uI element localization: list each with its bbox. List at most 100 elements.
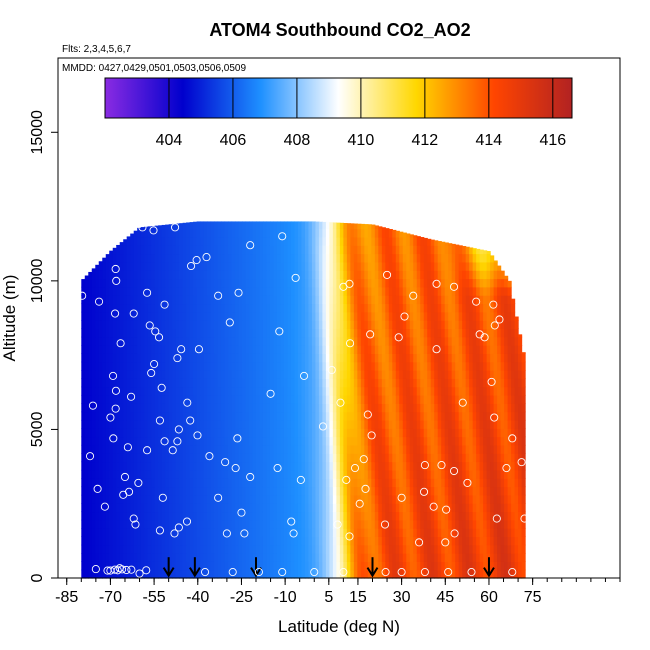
heatmap-cell: [133, 486, 138, 496]
heatmap-cell: [238, 336, 243, 346]
heatmap-cell: [322, 353, 327, 363]
heatmap-cell: [409, 436, 414, 446]
heatmap-cell: [332, 469, 337, 479]
heatmap-cell: [304, 253, 310, 263]
heatmap-cell: [98, 569, 103, 579]
heatmap-cell: [343, 261, 348, 271]
heatmap-cell: [109, 303, 114, 313]
heatmap-cell: [388, 229, 393, 238]
heatmap-cell: [269, 228, 275, 238]
heatmap-cell: [193, 394, 198, 404]
heatmap-cell: [388, 436, 393, 446]
heatmap-cell: [448, 270, 453, 280]
heatmap-cell: [476, 394, 481, 404]
heatmap-cell: [269, 461, 275, 471]
heatmap-cell: [172, 428, 177, 438]
heatmap-cell: [469, 378, 474, 388]
heatmap-cell: [479, 428, 484, 438]
heatmap-cell: [228, 311, 233, 321]
heatmap-cell: [374, 311, 379, 321]
heatmap-cell: [137, 361, 142, 371]
heatmap-cell: [112, 494, 117, 504]
heatmap-cell: [186, 370, 191, 379]
heatmap-cell: [392, 245, 397, 255]
heatmap-cell: [458, 286, 463, 296]
heatmap-cell: [360, 544, 365, 554]
heatmap-cell: [364, 320, 369, 329]
heatmap-cell: [249, 519, 254, 529]
heatmap-cell: [217, 519, 222, 529]
heatmap-cell: [308, 569, 313, 579]
heatmap-cell: [322, 469, 327, 479]
heatmap-cell: [147, 278, 152, 288]
heatmap-cell: [290, 461, 296, 471]
heatmap-cell: [144, 528, 149, 537]
heatmap-cell: [301, 328, 306, 338]
heatmap-cell: [430, 503, 435, 513]
heatmap-cell: [182, 411, 187, 421]
heatmap-cell: [304, 444, 310, 454]
heatmap-cell: [479, 328, 484, 338]
heatmap-cell: [304, 503, 310, 513]
heatmap-cell: [374, 336, 379, 346]
heatmap-cell: [290, 278, 296, 288]
heatmap-cell: [462, 361, 467, 371]
heatmap-cell: [210, 353, 215, 363]
heatmap-cell: [91, 419, 96, 429]
heatmap-cell: [437, 253, 442, 263]
heatmap-cell: [168, 295, 173, 305]
heatmap-cell: [196, 436, 201, 446]
heatmap-cell: [371, 494, 376, 504]
heatmap-cell: [437, 503, 442, 513]
heatmap-cell: [200, 295, 205, 305]
heatmap-cell: [294, 569, 299, 579]
heatmap-cell: [360, 453, 365, 463]
heatmap-cell: [357, 311, 362, 321]
heatmap-cell: [102, 353, 107, 363]
heatmap-cell: [280, 278, 285, 288]
heatmap-cell: [203, 261, 208, 271]
heatmap-cell: [133, 328, 138, 338]
heatmap-cell: [137, 236, 142, 246]
heatmap-cell: [238, 444, 243, 454]
heatmap-cell: [385, 511, 390, 521]
heatmap-cell: [256, 461, 261, 471]
heatmap-cell: [126, 469, 131, 479]
heatmap-cell: [455, 461, 460, 471]
heatmap-cell: [381, 453, 386, 463]
heatmap-cell: [476, 453, 481, 463]
heatmap-cell: [95, 444, 100, 454]
heatmap-cell: [402, 544, 407, 554]
heatmap-cell: [357, 223, 362, 230]
heatmap-cell: [493, 544, 498, 554]
heatmap-cell: [189, 295, 194, 305]
heatmap-cell: [360, 328, 365, 338]
heatmap-cell: [427, 511, 432, 521]
heatmap-cell: [357, 519, 362, 529]
heatmap-cell: [182, 386, 187, 396]
heatmap-cell: [161, 320, 166, 329]
heatmap-cell: [339, 569, 344, 579]
heatmap-cell: [444, 261, 449, 271]
heatmap-cell: [189, 478, 194, 488]
heatmap-cell: [102, 403, 107, 413]
heatmap-cell: [304, 494, 310, 504]
heatmap-cell: [154, 320, 159, 329]
heatmap-cell: [221, 253, 226, 263]
heatmap-cell: [210, 561, 215, 571]
heatmap-cell: [182, 394, 187, 404]
heatmap-cell: [479, 278, 484, 288]
heatmap-cell: [483, 561, 488, 571]
heatmap-cell: [483, 478, 488, 488]
heatmap-cell: [290, 353, 296, 363]
heatmap-cell: [95, 336, 100, 346]
heatmap-cell: [290, 486, 296, 496]
heatmap-cell: [133, 411, 138, 421]
heatmap-cell: [448, 261, 453, 271]
heatmap-cell: [221, 503, 226, 513]
heatmap-cell: [189, 361, 194, 371]
heatmap-cell: [81, 320, 86, 329]
heatmap-cell: [290, 453, 296, 463]
heatmap-cell: [353, 403, 358, 413]
heatmap-cell: [84, 519, 89, 529]
